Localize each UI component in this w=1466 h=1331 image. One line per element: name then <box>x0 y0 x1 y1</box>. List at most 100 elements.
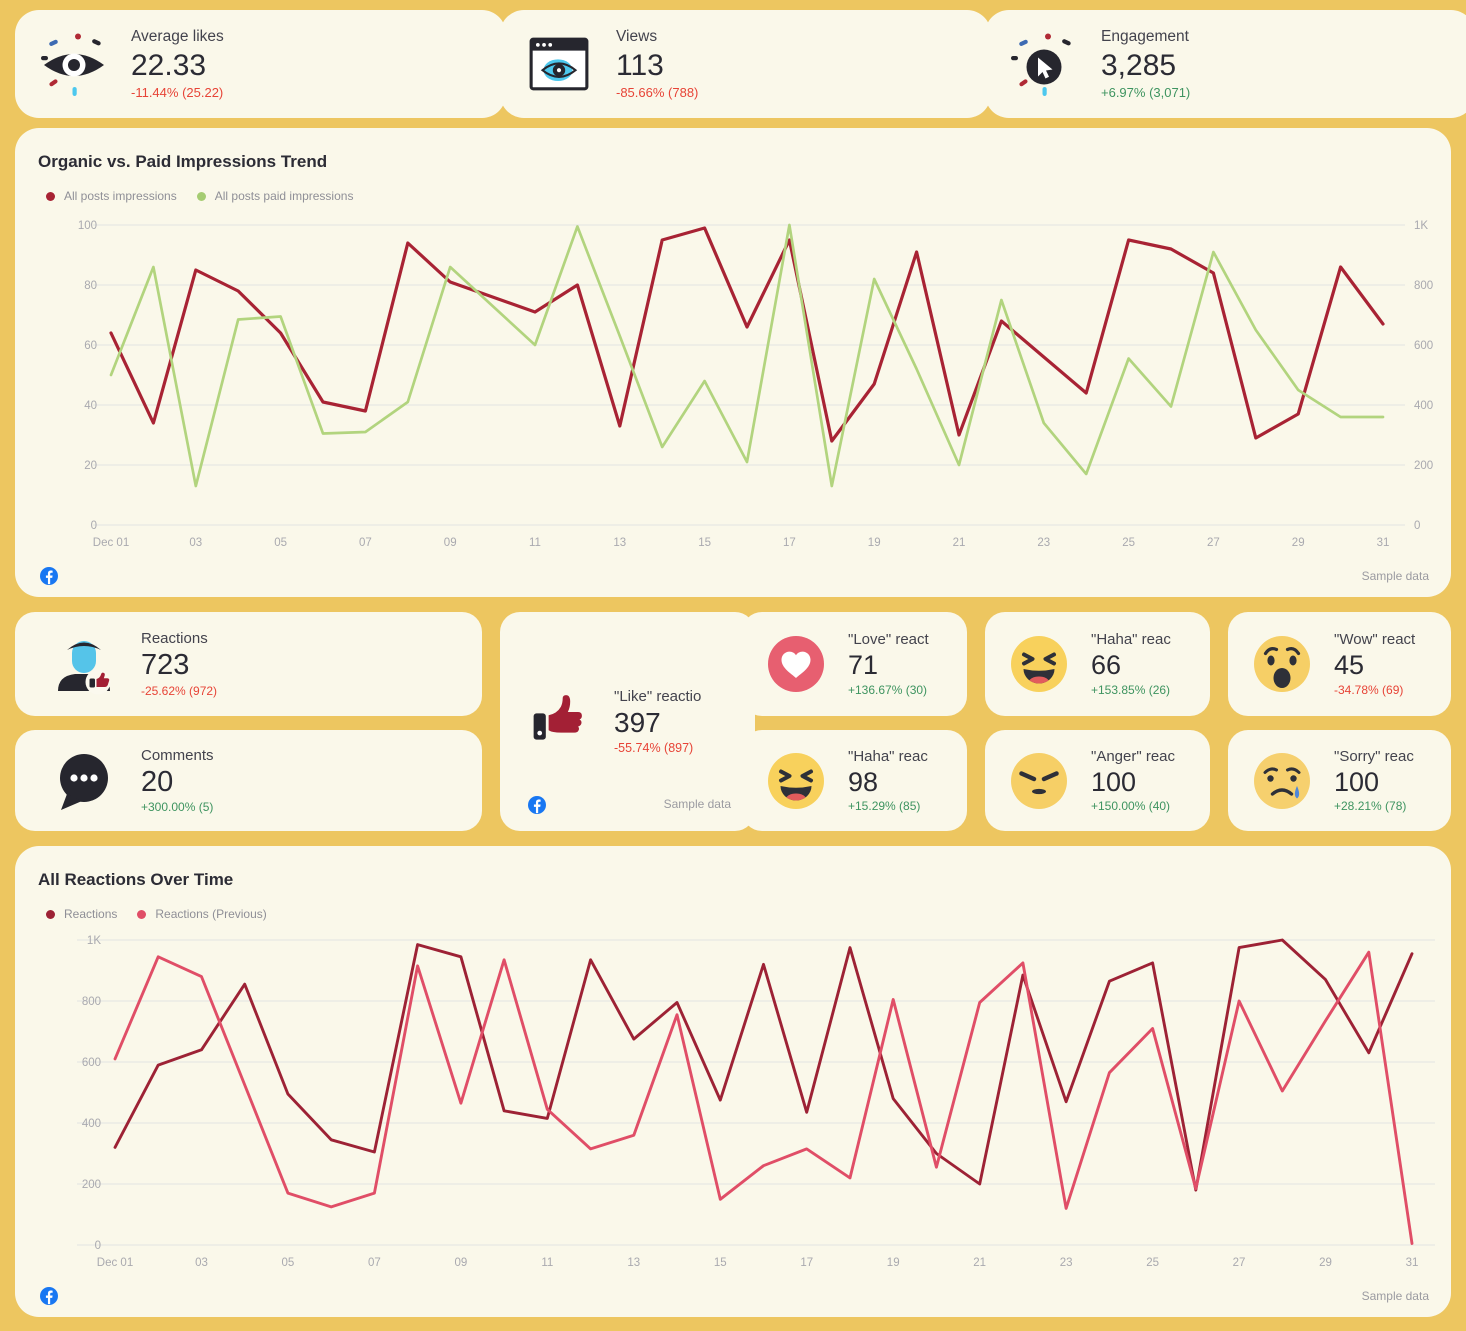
svg-text:29: 29 <box>1292 537 1305 549</box>
svg-text:03: 03 <box>195 1257 208 1269</box>
svg-text:1K: 1K <box>1414 220 1428 232</box>
svg-text:23: 23 <box>1060 1257 1073 1269</box>
sample-data-note: Sample data <box>663 797 731 811</box>
svg-text:0: 0 <box>91 520 97 532</box>
facebook-icon <box>40 1287 58 1305</box>
stat-value: 723 <box>141 649 190 682</box>
svg-text:29: 29 <box>1319 1257 1332 1269</box>
svg-text:07: 07 <box>368 1257 381 1269</box>
thumb-up-icon <box>528 692 588 751</box>
svg-text:23: 23 <box>1037 537 1050 549</box>
facebook-icon <box>528 796 546 814</box>
svg-text:21: 21 <box>953 537 966 549</box>
svg-text:27: 27 <box>1207 537 1220 549</box>
legend-dot <box>196 191 206 201</box>
stat-card-haha2-reactions: "Haha" reac 98 +15.29% (85) <box>742 730 967 831</box>
chart-title: All Reactions Over Time <box>38 870 234 889</box>
legend-item: All posts impressions <box>46 189 177 203</box>
reactions-chart-card: All Reactions Over Time Reactions Reacti… <box>15 846 1451 1317</box>
svg-text:400: 400 <box>82 1118 101 1130</box>
stat-value: 100 <box>1334 766 1380 797</box>
stat-delta: +153.85% (26) <box>1091 682 1171 697</box>
svg-text:800: 800 <box>82 996 101 1008</box>
stat-card-wow-reactions: "Wow" react 45 -34.78% (69) <box>1228 612 1451 716</box>
svg-text:03: 03 <box>189 537 202 549</box>
svg-text:17: 17 <box>800 1257 813 1269</box>
svg-text:0: 0 <box>95 1240 101 1252</box>
svg-text:600: 600 <box>82 1057 101 1069</box>
stat-title: "Wow" react <box>1334 631 1416 649</box>
stat-delta: -34.78% (69) <box>1334 682 1404 697</box>
legend-item: Reactions <box>46 907 117 921</box>
stat-title: "Anger" reac <box>1091 747 1176 765</box>
stat-title: Engagement <box>1101 27 1189 45</box>
stat-card-engagement: Engagement 3,285 +6.97% (3,071) <box>985 10 1466 118</box>
haha-emoji-icon <box>768 752 824 809</box>
stat-card-like-reactions: "Like" reactio 397 -55.74% (897) Sample … <box>500 612 755 831</box>
anger-emoji-icon <box>1011 752 1067 809</box>
stat-delta: +28.21% (78) <box>1334 799 1407 814</box>
stat-card-reactions: Reactions 723 -25.62% (972) <box>15 612 482 716</box>
svg-text:200: 200 <box>82 1179 101 1191</box>
legend-dot <box>46 909 55 919</box>
svg-text:11: 11 <box>529 537 541 549</box>
svg-text:60: 60 <box>84 340 97 352</box>
legend-label: All posts impressions <box>64 189 177 203</box>
legend-dot <box>137 909 147 919</box>
reactions-chart-canvas[interactable]: 0 200 400 600 800 1K Dec 01 03 05 07 09 11 13 15 17 19 2… <box>15 930 1451 1282</box>
stat-card-sorry-reactions: "Sorry" reac 100 +28.21% (78) <box>1228 730 1451 831</box>
svg-text:25: 25 <box>1122 537 1135 549</box>
stat-value: 66 <box>1091 650 1122 681</box>
svg-text:600: 600 <box>1414 340 1433 352</box>
stat-card-average-likes: Average likes 22.33 -11.44% (25.22) <box>15 10 506 118</box>
stat-card-haha-reactions: "Haha" reac 66 +153.85% (26) <box>985 612 1210 716</box>
svg-text:80: 80 <box>84 280 97 292</box>
stat-title: "Haha" reac <box>1091 631 1171 649</box>
person-thumb-icon <box>49 629 119 699</box>
stat-delta: +15.29% (85) <box>848 799 921 814</box>
sorry-emoji-icon <box>1254 752 1310 809</box>
svg-text:Dec 01: Dec 01 <box>93 537 129 549</box>
svg-text:20: 20 <box>84 460 97 472</box>
stat-card-love-reactions: "Love" react 71 +136.67% (30) <box>742 612 967 716</box>
legend-label: Reactions <box>64 907 118 921</box>
svg-text:25: 25 <box>1146 1257 1159 1269</box>
stat-title: Reactions <box>141 630 208 648</box>
stat-value: 45 <box>1334 650 1365 681</box>
svg-text:40: 40 <box>84 400 97 412</box>
svg-text:200: 200 <box>1414 460 1433 472</box>
cursor-sparkle-icon <box>1009 29 1079 99</box>
svg-text:1K: 1K <box>87 935 101 947</box>
stat-title: "Love" react <box>848 631 929 649</box>
stat-value: 397 <box>614 707 661 739</box>
svg-text:800: 800 <box>1414 280 1433 292</box>
stat-value: 22.33 <box>131 48 207 82</box>
stat-delta: +6.97% (3,071) <box>1101 85 1191 101</box>
impressions-chart-canvas[interactable]: 0 0 20 200 40 400 60 600 80 800 100 1K Dec 01 03 05 07 0… <box>15 212 1451 562</box>
svg-text:15: 15 <box>714 1257 727 1269</box>
chart-title: Organic vs. Paid Impressions Trend <box>38 152 328 171</box>
legend-dot <box>46 191 55 201</box>
stat-delta: -55.74% (897) <box>614 740 694 755</box>
svg-text:11: 11 <box>541 1257 553 1269</box>
svg-text:31: 31 <box>1406 1257 1419 1269</box>
wow-emoji-icon <box>1254 636 1310 692</box>
stat-value: 3,285 <box>1101 48 1177 82</box>
legend-label: All posts paid impressions <box>214 189 354 203</box>
stat-card-anger-reactions: "Anger" reac 100 +150.00% (40) <box>985 730 1210 831</box>
svg-text:400: 400 <box>1414 400 1433 412</box>
stat-value: 100 <box>1091 766 1137 797</box>
svg-text:05: 05 <box>274 537 287 549</box>
stat-delta: -25.62% (972) <box>141 683 218 698</box>
stat-delta: -11.44% (25.22) <box>131 85 224 101</box>
svg-text:0: 0 <box>1414 520 1420 532</box>
svg-text:09: 09 <box>454 1257 467 1269</box>
svg-text:19: 19 <box>887 1257 900 1269</box>
stat-delta: +150.00% (40) <box>1091 799 1171 814</box>
svg-text:Dec 01: Dec 01 <box>97 1257 133 1269</box>
svg-text:19: 19 <box>868 537 881 549</box>
svg-text:05: 05 <box>282 1257 295 1269</box>
stat-card-views: Views 113 -85.66% (788) <box>500 10 991 118</box>
stat-delta: -85.66% (788) <box>616 85 699 101</box>
